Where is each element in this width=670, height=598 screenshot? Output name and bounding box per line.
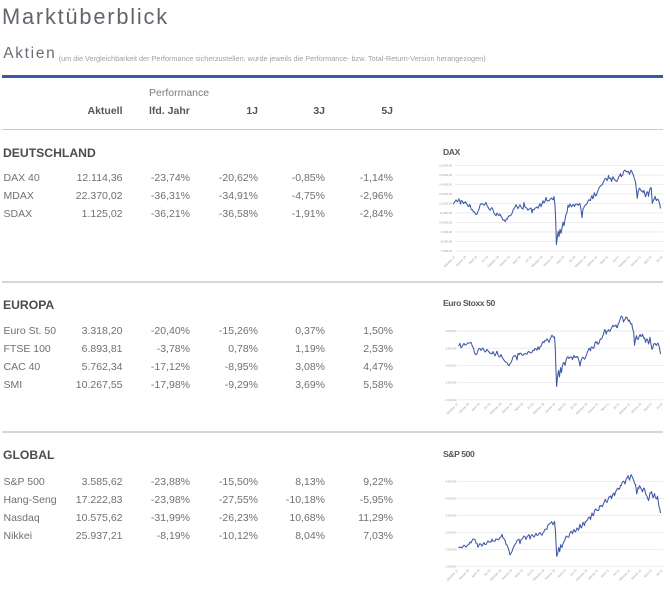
svg-text:April 18: April 18 — [471, 402, 481, 412]
svg-text:2.500,00: 2.500,00 — [445, 381, 457, 385]
svg-text:April 18: April 18 — [471, 568, 481, 578]
svg-text:7.000,00: 7.000,00 — [441, 249, 453, 253]
svg-text:DAX: DAX — [443, 147, 461, 157]
svg-text:April 21: April 21 — [600, 402, 610, 412]
svg-text:Januar 19: Januar 19 — [501, 568, 514, 581]
svg-text:Januar 19: Januar 19 — [498, 255, 511, 268]
svg-text:Oktober 18: Oktober 18 — [489, 402, 503, 416]
svg-text:12.000,00: 12.000,00 — [439, 202, 452, 206]
svg-text:April 20: April 20 — [557, 568, 567, 578]
svg-text:Jul 22: Jul 22 — [655, 255, 664, 264]
svg-text:April 22: April 22 — [643, 402, 653, 412]
svg-text:April 19: April 19 — [512, 255, 522, 265]
svg-text:15.000,00: 15.000,00 — [439, 173, 452, 177]
svg-text:Euro Stoxx 50: Euro Stoxx 50 — [443, 298, 495, 308]
svg-text:Oktober 21: Oktober 21 — [617, 255, 631, 269]
svg-text:April 19: April 19 — [514, 402, 524, 412]
svg-text:11.000,00: 11.000,00 — [439, 211, 452, 215]
svg-text:Oktober 17: Oktober 17 — [446, 402, 460, 416]
svg-text:April 18: April 18 — [468, 255, 478, 265]
svg-text:Januar 20: Januar 20 — [544, 568, 557, 581]
svg-text:Oktober 20: Oktober 20 — [574, 255, 588, 269]
svg-text:Oktober 17: Oktober 17 — [443, 255, 457, 269]
svg-text:3.500,00: 3.500,00 — [445, 346, 457, 350]
svg-text:April 19: April 19 — [514, 568, 524, 578]
svg-text:Jul 20: Jul 20 — [569, 402, 578, 411]
svg-text:April 20: April 20 — [555, 255, 565, 265]
svg-text:Januar 19: Januar 19 — [501, 402, 514, 415]
svg-text:S&P 500: S&P 500 — [443, 449, 475, 459]
svg-text:3.000,00: 3.000,00 — [445, 530, 457, 534]
svg-text:Januar 21: Januar 21 — [586, 255, 599, 268]
svg-text:Januar 22: Januar 22 — [630, 568, 643, 581]
svg-text:4.000,00: 4.000,00 — [445, 496, 457, 500]
svg-text:Jul 21: Jul 21 — [612, 402, 621, 411]
svg-text:Oktober 20: Oktober 20 — [575, 568, 589, 582]
svg-text:2.000,00: 2.000,00 — [445, 564, 457, 568]
svg-text:Oktober 19: Oktober 19 — [530, 255, 544, 269]
svg-text:Oktober 19: Oktober 19 — [532, 402, 546, 416]
svg-text:4.500,00: 4.500,00 — [445, 479, 457, 483]
svg-text:Jul 21: Jul 21 — [612, 568, 621, 577]
svg-text:Oktober 18: Oktober 18 — [486, 255, 500, 269]
svg-text:Januar 18: Januar 18 — [458, 402, 471, 415]
svg-text:Jul 20: Jul 20 — [568, 255, 577, 264]
svg-text:Januar 20: Januar 20 — [544, 402, 557, 415]
svg-text:Jul 18: Jul 18 — [483, 568, 492, 577]
svg-text:3.500,00: 3.500,00 — [445, 513, 457, 517]
svg-text:Oktober 21: Oktober 21 — [618, 568, 632, 582]
svg-text:April 21: April 21 — [599, 255, 609, 265]
svg-text:Januar 21: Januar 21 — [587, 402, 600, 415]
svg-text:14.000,00: 14.000,00 — [439, 183, 452, 187]
svg-text:3.000,00: 3.000,00 — [445, 364, 457, 368]
svg-text:10.000,00: 10.000,00 — [439, 221, 452, 225]
svg-text:Oktober 21: Oktober 21 — [618, 402, 632, 416]
svg-text:16.000,00: 16.000,00 — [439, 164, 452, 168]
svg-text:April 20: April 20 — [557, 402, 567, 412]
svg-text:Jul 22: Jul 22 — [655, 568, 664, 577]
svg-text:Januar 20: Januar 20 — [542, 255, 555, 268]
svg-text:Jul 18: Jul 18 — [483, 402, 492, 411]
svg-text:Jul 19: Jul 19 — [526, 402, 535, 411]
svg-text:Jul 18: Jul 18 — [480, 255, 489, 264]
svg-text:9.000,00: 9.000,00 — [441, 230, 453, 234]
svg-text:Jul 22: Jul 22 — [655, 402, 664, 411]
svg-text:2.500,00: 2.500,00 — [445, 547, 457, 551]
svg-text:Januar 18: Januar 18 — [458, 568, 471, 581]
svg-text:8.000,00: 8.000,00 — [441, 240, 453, 244]
svg-text:April 22: April 22 — [643, 255, 653, 265]
svg-text:2.000,00: 2.000,00 — [445, 398, 457, 402]
svg-text:Januar 21: Januar 21 — [587, 568, 600, 581]
svg-text:April 22: April 22 — [643, 568, 653, 578]
svg-text:Jul 19: Jul 19 — [524, 255, 533, 264]
svg-text:April 21: April 21 — [600, 568, 610, 578]
svg-text:Jul 19: Jul 19 — [526, 568, 535, 577]
svg-text:4.000,00: 4.000,00 — [445, 329, 457, 333]
svg-text:Januar 22: Januar 22 — [629, 255, 642, 268]
svg-text:Januar 22: Januar 22 — [630, 402, 643, 415]
svg-text:Jul 21: Jul 21 — [611, 255, 620, 264]
svg-text:Oktober 17: Oktober 17 — [446, 568, 460, 582]
svg-text:Januar 18: Januar 18 — [455, 255, 468, 268]
svg-text:Oktober 19: Oktober 19 — [532, 568, 546, 582]
svg-text:Oktober 20: Oktober 20 — [575, 402, 589, 416]
svg-text:Oktober 18: Oktober 18 — [489, 568, 503, 582]
svg-text:13.000,00: 13.000,00 — [439, 192, 452, 196]
svg-text:Jul 20: Jul 20 — [569, 568, 578, 577]
